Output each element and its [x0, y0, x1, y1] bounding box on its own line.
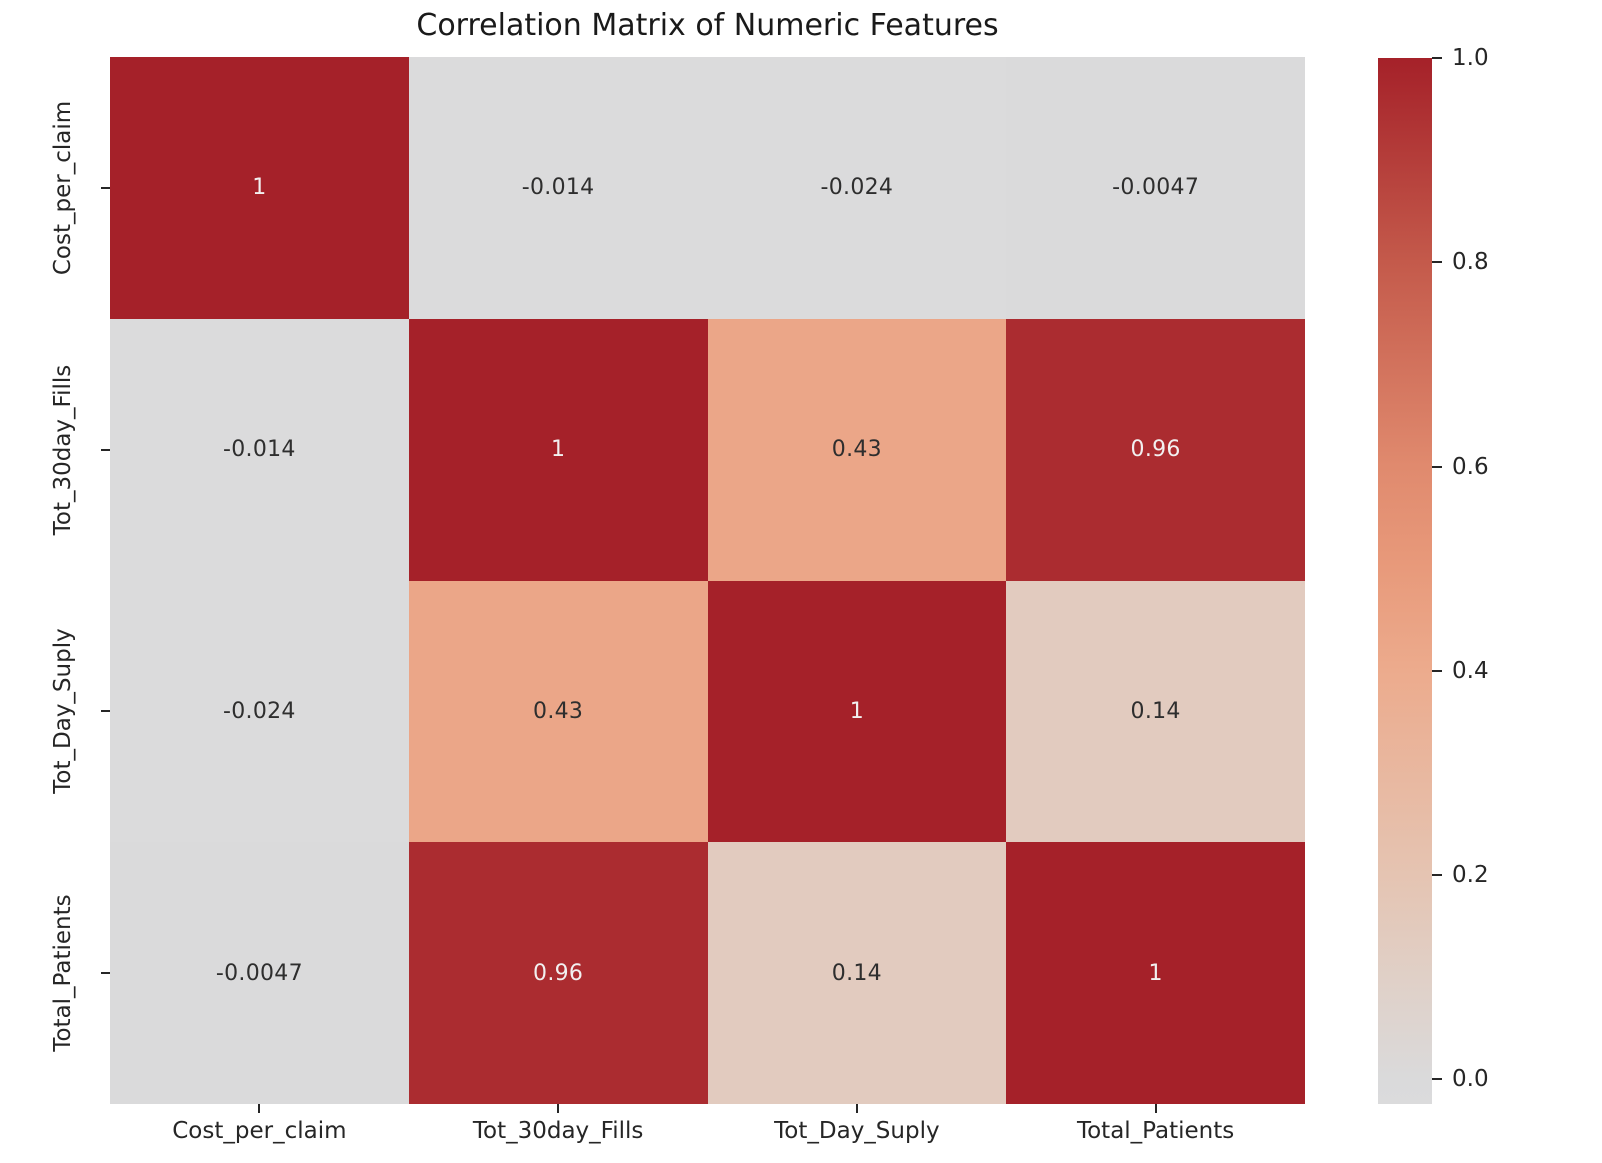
y-axis-label: Tot_30day_Fills [50, 364, 76, 535]
cell-value: -0.0047 [215, 960, 303, 986]
x-axis-label: Tot_Day_Suply [774, 1118, 940, 1144]
colorbar-tick [1432, 669, 1442, 672]
colorbar-tick-label: 0.0 [1452, 1066, 1489, 1093]
cell-value: 1 [849, 698, 865, 724]
cell-value: 0.43 [831, 437, 882, 463]
cell-value: 1 [1148, 960, 1163, 986]
colorbar [1378, 58, 1432, 1104]
cell-value: 1 [550, 437, 566, 463]
heatmap-cell: -0.024 [707, 57, 1007, 319]
heatmap-cell: -0.0047 [110, 842, 409, 1104]
colorbar-tick-label: 0.6 [1452, 453, 1489, 480]
chart-title: Correlation Matrix of Numeric Features [416, 8, 999, 43]
cell-value: -0.024 [223, 698, 296, 724]
heatmap-cell: 1 [110, 57, 409, 319]
x-axis-label: Tot_30day_Fills [472, 1118, 644, 1144]
heatmap-cell: 0.43 [408, 580, 708, 843]
colorbar-tick-label: 1.0 [1452, 45, 1489, 71]
cell-value: 0.14 [831, 960, 882, 986]
heatmap-cell: 0.43 [707, 318, 1007, 581]
y-axis-tick [101, 710, 110, 713]
cell-value: 0.96 [533, 960, 584, 986]
heatmap: 1 -0.014 -0.024 -0.0047 -0.014 1 0.43 0.96 -0.02… [110, 57, 1305, 1104]
colorbar-tick [1432, 57, 1442, 59]
cell-value: -0.024 [820, 175, 894, 201]
heatmap-cell: 0.14 [1006, 580, 1305, 843]
heatmap-cell: -0.014 [408, 57, 708, 319]
cell-value: 0.96 [1130, 437, 1181, 463]
y-axis-label: Cost_per_claim [50, 100, 76, 276]
colorbar-tick-label: 0.4 [1452, 657, 1489, 684]
heatmap-cell: 0.96 [408, 842, 708, 1104]
y-axis-tick [101, 972, 110, 975]
heatmap-cell: 1 [408, 318, 708, 581]
cell-value: -0.014 [223, 437, 296, 463]
colorbar-tick [1432, 261, 1442, 264]
colorbar-tick [1432, 874, 1442, 877]
heatmap-cell: -0.024 [110, 580, 409, 843]
heatmap-cell: 1 [1006, 842, 1305, 1104]
x-axis-tick [855, 1104, 858, 1113]
colorbar-tick-label: 0.2 [1452, 862, 1489, 889]
x-axis-tick [1154, 1104, 1157, 1113]
y-axis-label: Total_Patients [50, 894, 76, 1052]
cell-value: -0.0047 [1112, 175, 1200, 201]
y-axis-label: Tot_Day_Suply [50, 628, 76, 795]
colorbar-tick [1432, 465, 1442, 468]
cell-value: 0.14 [1130, 698, 1181, 724]
cell-value: -0.014 [521, 175, 595, 201]
x-axis-tick [258, 1104, 261, 1113]
heatmap-cell: 0.14 [707, 842, 1007, 1104]
x-axis-label: Cost_per_claim [172, 1118, 347, 1144]
colorbar-tick-label: 0.8 [1452, 249, 1489, 276]
heatmap-cell: 0.96 [1006, 318, 1305, 581]
heatmap-cell: -0.014 [110, 318, 409, 581]
x-axis-tick [557, 1104, 560, 1113]
y-axis-tick [101, 186, 110, 189]
cell-value: 1 [252, 175, 267, 201]
heatmap-cell: -0.0047 [1006, 57, 1305, 319]
x-axis-label: Total_Patients [1076, 1118, 1235, 1144]
cell-value: 0.43 [533, 698, 584, 724]
colorbar-tick [1432, 1078, 1442, 1081]
y-axis-tick [101, 448, 110, 451]
heatmap-cell: 1 [707, 580, 1007, 843]
